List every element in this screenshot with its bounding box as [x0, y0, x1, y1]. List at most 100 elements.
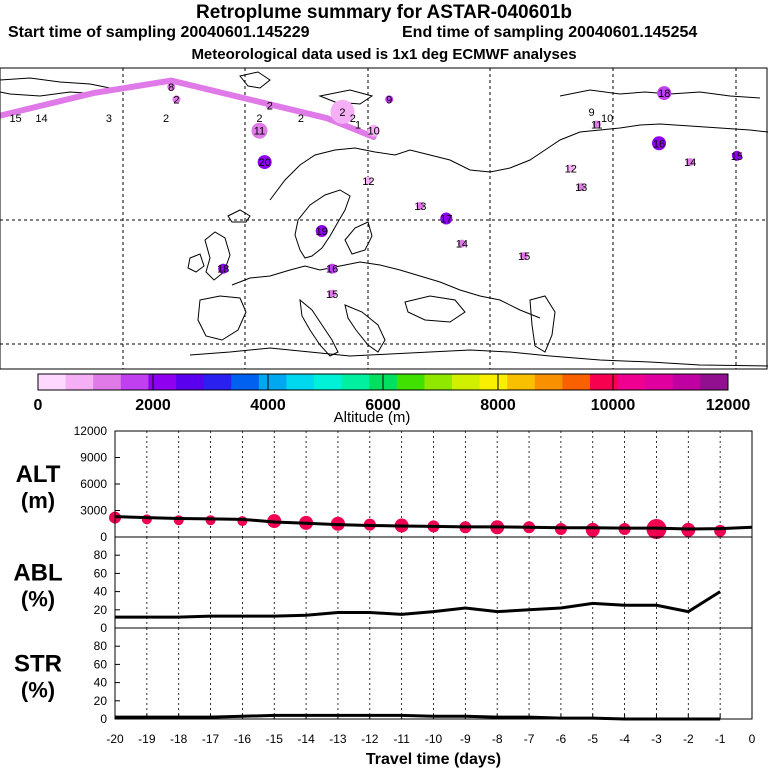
y-tick-label: 40 — [94, 676, 108, 690]
map-label: 2 — [163, 113, 169, 125]
panel-abl: 0 20 40 60 80 ABL(%) — [13, 536, 753, 635]
map-marker — [251, 122, 268, 139]
map-marker-label: 11 — [591, 119, 602, 131]
y-tick-label: 6000 — [80, 477, 107, 491]
str-line — [115, 713, 721, 721]
map-marker-label: 16 — [326, 264, 338, 276]
x-tick-label: -17 — [202, 732, 220, 746]
map-marker — [367, 124, 380, 137]
coastline-novaya — [318, 89, 374, 105]
map-marker — [218, 263, 229, 274]
map-marker-label: 11 — [254, 126, 265, 138]
x-tick-label: -6 — [556, 732, 567, 746]
map-marker — [577, 183, 586, 192]
map-label: 2 — [350, 113, 356, 125]
map-marker-label: 2 — [267, 101, 273, 113]
colorbar-tick-label: 10000 — [591, 397, 636, 414]
coastline-iceland — [227, 209, 251, 223]
y-tick-label: 40 — [94, 585, 108, 599]
y-tick-label: 9000 — [80, 451, 107, 465]
map-marker-label: 17 — [440, 214, 452, 226]
x-tick-label: -16 — [234, 732, 252, 746]
x-tick-label: -14 — [297, 732, 315, 746]
y-tick-label: 0 — [100, 712, 107, 726]
panel-unit: (%) — [21, 678, 55, 703]
map-label: 9 — [589, 107, 595, 119]
map-marker — [265, 101, 274, 110]
x-tick-label: -20 — [106, 732, 124, 746]
map-marker — [731, 150, 742, 161]
map-marker-label: 9 — [386, 94, 392, 106]
colorbar-tick-label: 12000 — [706, 397, 751, 414]
y-tick-label: 20 — [94, 694, 108, 708]
map-marker — [330, 99, 355, 124]
x-tick-label: -19 — [138, 732, 156, 746]
coastline-continent — [231, 261, 541, 319]
map-marker-label: 19 — [316, 226, 328, 238]
alt-point — [141, 514, 152, 525]
timeseries-panels: 030006000900012000ALT(m)020406080ABL(%)0… — [13, 424, 755, 768]
panel-label: ALT — [16, 461, 61, 488]
chart-title: Retroplume summary for ASTAR-040601b — [196, 2, 572, 23]
map-marker-label: 13 — [414, 201, 426, 213]
map-label: 2 — [298, 113, 304, 125]
map-marker-label: 12 — [565, 163, 577, 175]
colorbar-segment — [617, 374, 646, 390]
y-tick-label: 60 — [94, 566, 108, 580]
x-tick-label: 0 — [749, 732, 756, 746]
colorbar-segment — [258, 374, 287, 390]
map-marker — [315, 225, 328, 238]
colorbar-segment — [396, 374, 425, 390]
map-marker — [364, 176, 373, 185]
map-marker-label: 2 — [173, 94, 179, 106]
map-marker — [686, 158, 695, 167]
colorbar-segment — [341, 374, 370, 390]
map-marker-label: 18 — [658, 88, 670, 100]
x-tick-label: -1 — [715, 732, 726, 746]
x-tick-label: -5 — [587, 732, 598, 746]
colorbar-segment — [700, 374, 729, 390]
y-tick-label: 80 — [94, 548, 108, 562]
map-marker — [440, 212, 453, 225]
map-marker-label: 20 — [259, 157, 271, 169]
map-marker-label: 10 — [367, 126, 379, 138]
x-tick-label: -7 — [524, 732, 535, 746]
coastline-balkans — [344, 304, 386, 353]
colorbar-xlabel: Altitude (m) — [334, 409, 411, 426]
colorbar-segment — [452, 374, 481, 390]
map-marker-label: 14 — [456, 239, 468, 251]
abl-line — [115, 590, 721, 619]
panel-label: ABL — [13, 560, 62, 587]
map-marker-label: 16 — [653, 138, 665, 150]
colorbar-segment — [562, 374, 591, 390]
alt-point — [714, 524, 727, 537]
panel-unit: (m) — [21, 488, 55, 513]
colorbar-segment — [93, 374, 122, 390]
coastline-iberia — [197, 295, 247, 341]
colorbar-segment — [590, 374, 619, 390]
map-label: 2 — [256, 113, 262, 125]
colorbar-segment — [534, 374, 563, 390]
colorbar-segment — [424, 374, 453, 390]
y-tick-label: 20 — [94, 603, 108, 617]
map-label: 1 — [355, 119, 361, 131]
y-tick-label: 60 — [94, 657, 108, 671]
plume-track-line — [0, 77, 377, 140]
map-label: 14 — [35, 113, 47, 125]
map-marker-label: 13 — [575, 182, 587, 194]
map-marker — [652, 136, 667, 151]
map-gridlines — [0, 68, 768, 369]
map-marker — [520, 252, 529, 261]
colorbar-segment — [65, 374, 94, 390]
panel-unit: (%) — [21, 587, 55, 612]
colorbar-segment — [645, 374, 674, 390]
altitude-colorbar: 0 2000 4000 6000 8000 10000 12000 Altitude (m) — [34, 373, 751, 426]
map-marker-label: 18 — [217, 264, 229, 276]
coastlines — [0, 71, 768, 367]
x-tick-label: -9 — [460, 732, 471, 746]
x-tick-label: -11 — [393, 732, 410, 746]
met-data-note: Meteorological data used is 1x1 deg ECMW… — [191, 46, 577, 63]
